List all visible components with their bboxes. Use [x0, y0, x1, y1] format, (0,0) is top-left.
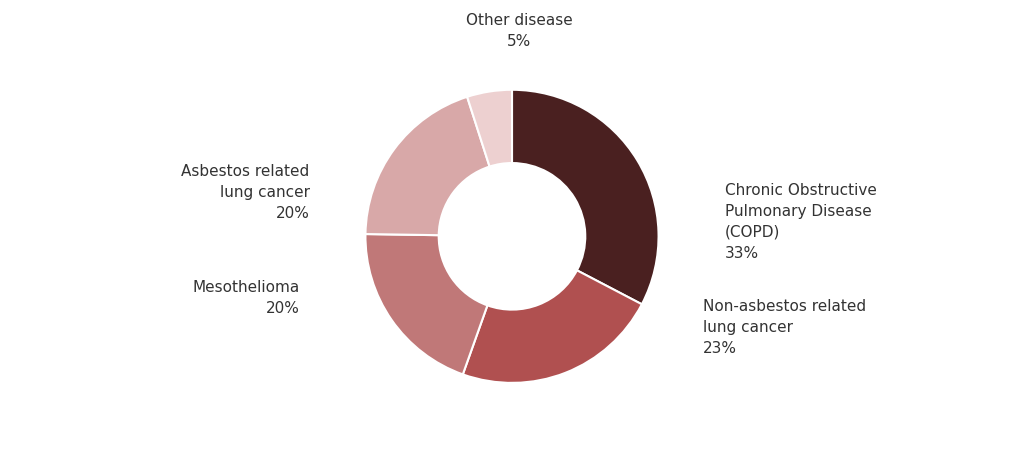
Text: Other disease
5%: Other disease 5% [466, 13, 572, 49]
Wedge shape [467, 90, 512, 167]
Text: Asbestos related
lung cancer
20%: Asbestos related lung cancer 20% [181, 164, 309, 221]
Text: Non-asbestos related
lung cancer
23%: Non-asbestos related lung cancer 23% [702, 299, 865, 356]
Wedge shape [463, 270, 642, 383]
Text: Chronic Obstructive
Pulmonary Disease
(COPD)
33%: Chronic Obstructive Pulmonary Disease (C… [725, 183, 877, 261]
Wedge shape [512, 90, 658, 304]
Wedge shape [366, 234, 487, 374]
Text: Mesothelioma
20%: Mesothelioma 20% [193, 280, 299, 316]
Wedge shape [366, 97, 489, 235]
